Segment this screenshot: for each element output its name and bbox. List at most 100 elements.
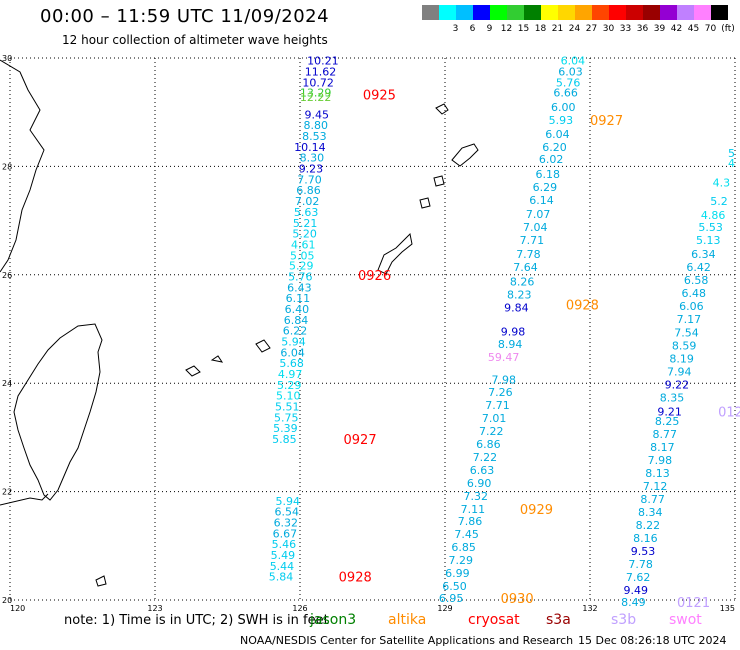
satellite-name: swot: [669, 612, 702, 628]
wave-height-value: 4.86: [701, 209, 726, 222]
wave-height-value: 6.58: [684, 274, 709, 287]
wave-height-value: 5.85: [272, 433, 297, 446]
wave-height-value: 7.86: [458, 515, 483, 528]
wave-height-value: 5.75: [274, 411, 299, 424]
legend-swatch: [422, 5, 439, 20]
wave-height-value: 59.47: [488, 351, 520, 364]
legend-label: 15: [517, 24, 530, 34]
legend-swatch: [507, 5, 524, 20]
legend-swatch: [660, 5, 677, 20]
legend-label: 3: [452, 24, 459, 34]
ryukyu-small-isles: [95, 175, 445, 587]
legend-swatch: [694, 5, 711, 20]
latitude-tick-label: 22: [2, 488, 12, 497]
legend-unit: (ft): [721, 24, 735, 34]
wave-height-value: 6.00: [551, 101, 576, 114]
wave-height-value: 4.61: [291, 238, 316, 251]
wave-height-value: 5.21: [293, 217, 318, 230]
wave-height-value: 7.29: [449, 554, 474, 567]
longitude-tick-label: 120: [10, 604, 25, 613]
wave-height-value: 6.54: [275, 506, 300, 519]
wave-height-value: 8.94: [498, 338, 523, 351]
wave-height-value: 7.17: [677, 313, 702, 326]
pass-time-label: 0927: [590, 114, 623, 129]
wave-height-value: 8.17: [650, 441, 675, 454]
wave-height-value: 5.39: [273, 422, 298, 435]
wave-height-value: 10.21: [307, 55, 339, 68]
wave-height-value: 7.26: [488, 386, 513, 399]
wave-height-value: 5.2: [710, 195, 728, 208]
yakushima-island: [435, 103, 449, 115]
wave-height-value: 6.85: [451, 541, 476, 554]
wave-height-value: 9.22: [665, 378, 690, 391]
wave-height-value: 5.46: [272, 538, 297, 551]
legend-label: 6: [469, 24, 476, 34]
credit-line: NOAA/NESDIS Center for Satellite Applica…: [240, 634, 574, 647]
wave-height-value: 7.45: [454, 528, 479, 541]
wave-height-value: 10.14: [294, 141, 326, 154]
wave-height-value: 4: [728, 157, 735, 170]
taiwan-coast: [13, 323, 103, 501]
longitude-tick-label: 132: [582, 604, 597, 613]
longitude-tick-label: 123: [147, 604, 162, 613]
wave-height-value: 6.20: [542, 141, 567, 154]
wave-height-value: 8.77: [640, 493, 665, 506]
wave-height-value: 7.32: [464, 490, 489, 503]
wave-height-value: 9.23: [299, 163, 324, 176]
wave-height-value: 8.13: [645, 467, 670, 480]
generated-timestamp: 15 Dec 08:26:18 UTC 2024: [578, 634, 727, 647]
wave-height-value: 8.34: [638, 506, 663, 519]
wave-height-value: 6.86: [476, 438, 501, 451]
wave-height-value: 6.14: [529, 194, 554, 207]
wave-height-value: 7.98: [492, 373, 517, 386]
legend-label: 18: [534, 24, 547, 34]
longitude-tick-label: 135: [720, 604, 735, 613]
wave-height-value: 9.53: [631, 545, 656, 558]
latitude-tick-label: 24: [2, 379, 12, 388]
wave-height-value: 8.16: [633, 532, 658, 545]
pass-time-label: 0928: [566, 299, 599, 314]
pass-time-label: 0927: [344, 433, 377, 448]
legend-swatch: [677, 5, 694, 20]
wave-height-value: 6.02: [539, 153, 564, 166]
wave-height-value: 8.53: [302, 130, 327, 143]
wave-height-value: 7.71: [485, 399, 510, 412]
wave-height-value: 5.29: [289, 260, 314, 273]
pass-time-label: 0928: [339, 571, 372, 586]
legend-label: 33: [619, 24, 632, 34]
latitude-tick-label: 28: [2, 162, 12, 171]
legend-swatch: [439, 5, 456, 20]
wave-height-value: 5.10: [276, 390, 301, 403]
wave-height-value: 7.22: [473, 451, 498, 464]
wave-height-value: 6.04: [545, 128, 570, 141]
wave-height-value: 11.62: [305, 66, 337, 79]
wave-height-value: 5.68: [279, 357, 304, 370]
wave-height-value: 7.04: [523, 221, 548, 234]
wave-height-value: 6.42: [686, 261, 711, 274]
china-coast: [0, 59, 49, 506]
wave-height-value: 6.63: [470, 464, 495, 477]
legend-swatch: [711, 5, 728, 20]
legend-swatch: [592, 5, 609, 20]
wave-height-value: 9.84: [504, 301, 529, 314]
wave-height-value: 5.29: [277, 379, 302, 392]
legend-label: 21: [551, 24, 564, 34]
wave-height-value: 9.98: [501, 326, 526, 339]
legend-swatch: [456, 5, 473, 20]
wave-height-value: 6.99: [445, 567, 470, 580]
wave-height-value: 5.84: [269, 571, 294, 584]
latitude-tick-label: 26: [2, 271, 12, 280]
legend-label: 27: [585, 24, 598, 34]
satellite-name: cryosat: [468, 612, 520, 628]
wave-height-value: 8.80: [304, 119, 329, 132]
wave-height-value: 8.22: [636, 519, 661, 532]
wave-height-value: 9.21: [657, 405, 682, 418]
latitude-tick-label: 30: [2, 54, 12, 63]
wave-height-value: 5.44: [270, 560, 295, 573]
wave-height-value: 6.66: [553, 87, 578, 100]
wave-height-value: 6.11: [286, 292, 311, 305]
legend-label: 70: [704, 24, 717, 34]
wave-height-value: 8.26: [510, 275, 535, 288]
wave-height-value: 7.01: [482, 412, 507, 425]
